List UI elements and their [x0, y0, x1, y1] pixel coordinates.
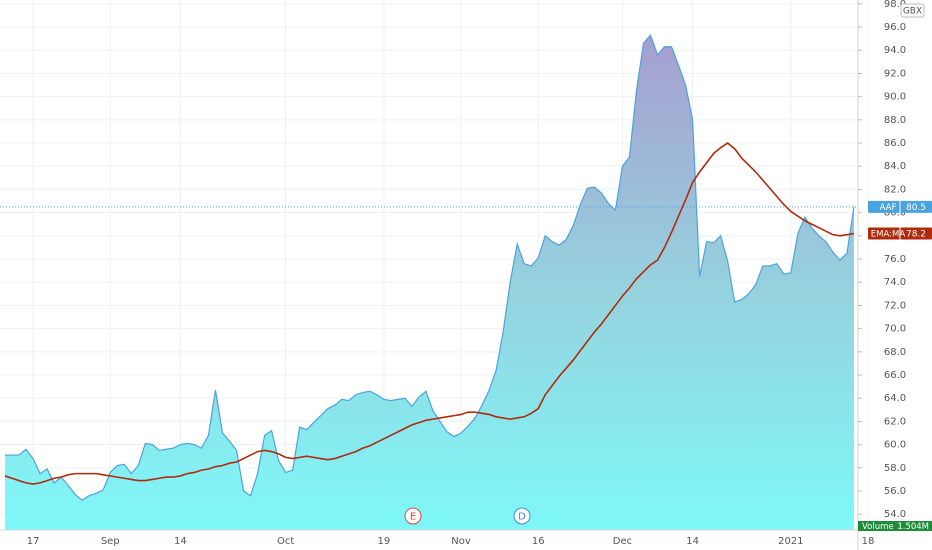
volume-value: 1.504M [897, 522, 929, 532]
volume-tag [858, 521, 932, 531]
x-tick-label: 14 [686, 536, 699, 547]
x-tick-label: 16 [532, 536, 545, 547]
series-tag-value: 78.2 [906, 230, 926, 240]
y-tick-label: 96.0 [884, 22, 906, 33]
y-tick-label: 54.0 [884, 509, 906, 520]
x-tick-label: 17 [27, 536, 40, 547]
y-tick-label: 82.0 [884, 184, 906, 195]
y-tick-label: 76.0 [884, 254, 906, 265]
x-tick-label: Sep [101, 536, 120, 547]
event-label: E [410, 512, 416, 523]
y-tick-label: 60.0 [884, 440, 906, 451]
x-tick-label: Dec [613, 536, 632, 547]
y-tick-label: 56.0 [884, 486, 906, 497]
y-tick-label: 88.0 [884, 115, 906, 126]
plot [0, 33, 858, 530]
event-marker[interactable] [513, 507, 531, 525]
series-tag-name: EMA:MA [871, 230, 906, 240]
y-tick-label: 62.0 [884, 416, 906, 427]
y-tick-label: 70.0 [884, 324, 906, 335]
y-tick-label: 80.0 [884, 208, 906, 219]
event-label: D [518, 512, 526, 523]
y-tick-label: 74.0 [884, 277, 906, 288]
currency: GBX [903, 7, 922, 17]
y-tick-label: 92.0 [884, 68, 906, 79]
y-tick-label: 58.0 [884, 463, 906, 474]
x-tick-label: 14 [174, 536, 187, 547]
y-tick-label: 66.0 [884, 370, 906, 381]
y-tick-label: 98.0 [884, 0, 906, 10]
series-tag-value: 80.5 [906, 203, 926, 213]
area-fill [5, 35, 854, 530]
y-tick-label: 72.0 [884, 300, 906, 311]
event-e: E [404, 507, 422, 525]
x-tick-label: 19 [378, 536, 391, 547]
currency-box [900, 3, 925, 18]
x-tick-label: Nov [451, 536, 471, 547]
y-tick-label: 90.0 [884, 92, 906, 103]
event-marker[interactable] [404, 507, 422, 525]
x-tick-label: 2021 [778, 536, 803, 547]
y-tick-label: 84.0 [884, 161, 906, 172]
y-tick-label: 94.0 [884, 45, 906, 56]
event-d: D [513, 507, 531, 525]
ema-line [4, 142, 855, 485]
y-tick-label: 64.0 [884, 393, 906, 404]
series-tag-name: AAF [880, 203, 897, 213]
price-line [5, 33, 855, 502]
x-tick-label: Oct [277, 536, 294, 547]
y-tick-label: 86.0 [884, 138, 906, 149]
y-tick-label: 68.0 [884, 347, 906, 358]
axes: 54.0 56.0 58.0 60.0 62.0 64.0 66.0 68.0 70.0 72.0… [27, 0, 932, 547]
volume-name: Volume [862, 522, 894, 532]
x-tick-label: 18 [862, 536, 875, 547]
